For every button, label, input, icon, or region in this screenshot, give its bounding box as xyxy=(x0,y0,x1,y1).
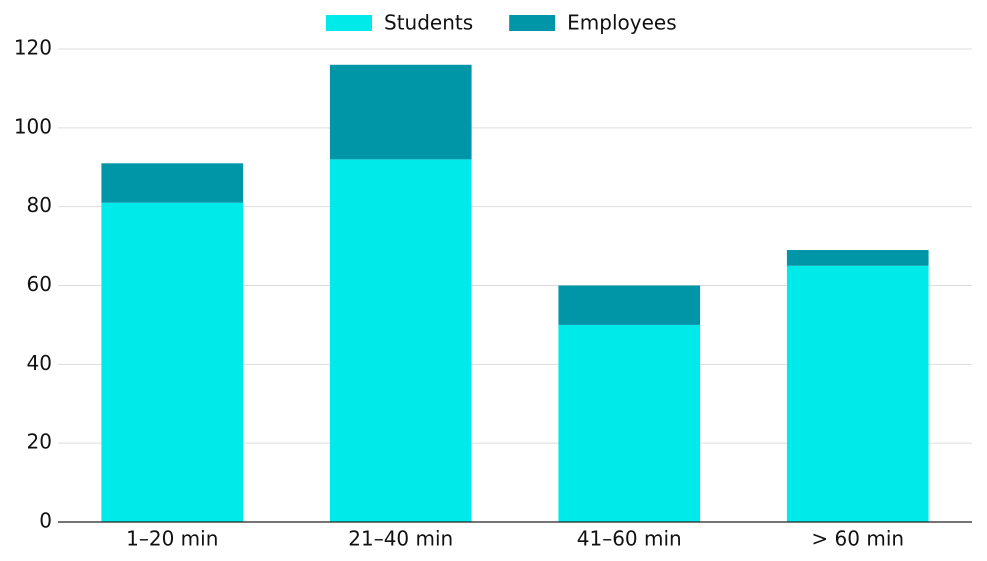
bar-segment xyxy=(786,250,929,266)
bar-segment xyxy=(101,202,244,522)
y-tick-label: 40 xyxy=(27,351,52,375)
x-tick-label: > 60 min xyxy=(811,527,904,551)
y-tick-label: 20 xyxy=(27,430,52,454)
x-tick-label: 21–40 min xyxy=(348,527,453,551)
legend-swatch xyxy=(326,15,372,31)
bar-segment xyxy=(329,64,472,160)
bar-segment xyxy=(101,163,244,203)
legend-label: Employees xyxy=(567,11,676,35)
y-tick-label: 60 xyxy=(27,272,52,296)
y-tick-label: 100 xyxy=(14,114,52,138)
legend-label: Students xyxy=(384,11,473,35)
x-tick-label: 41–60 min xyxy=(577,527,682,551)
bar-segment xyxy=(558,285,701,325)
bar-segment xyxy=(329,159,472,522)
bar-segment xyxy=(558,324,701,522)
y-tick-label: 120 xyxy=(14,36,52,60)
bar-segment xyxy=(786,265,929,522)
legend: Students Employees xyxy=(326,11,677,35)
x-tick-label: 1–20 min xyxy=(126,527,218,551)
y-tick-label: 0 xyxy=(39,509,52,533)
legend-swatch xyxy=(509,15,556,31)
y-tick-label: 80 xyxy=(27,193,52,217)
